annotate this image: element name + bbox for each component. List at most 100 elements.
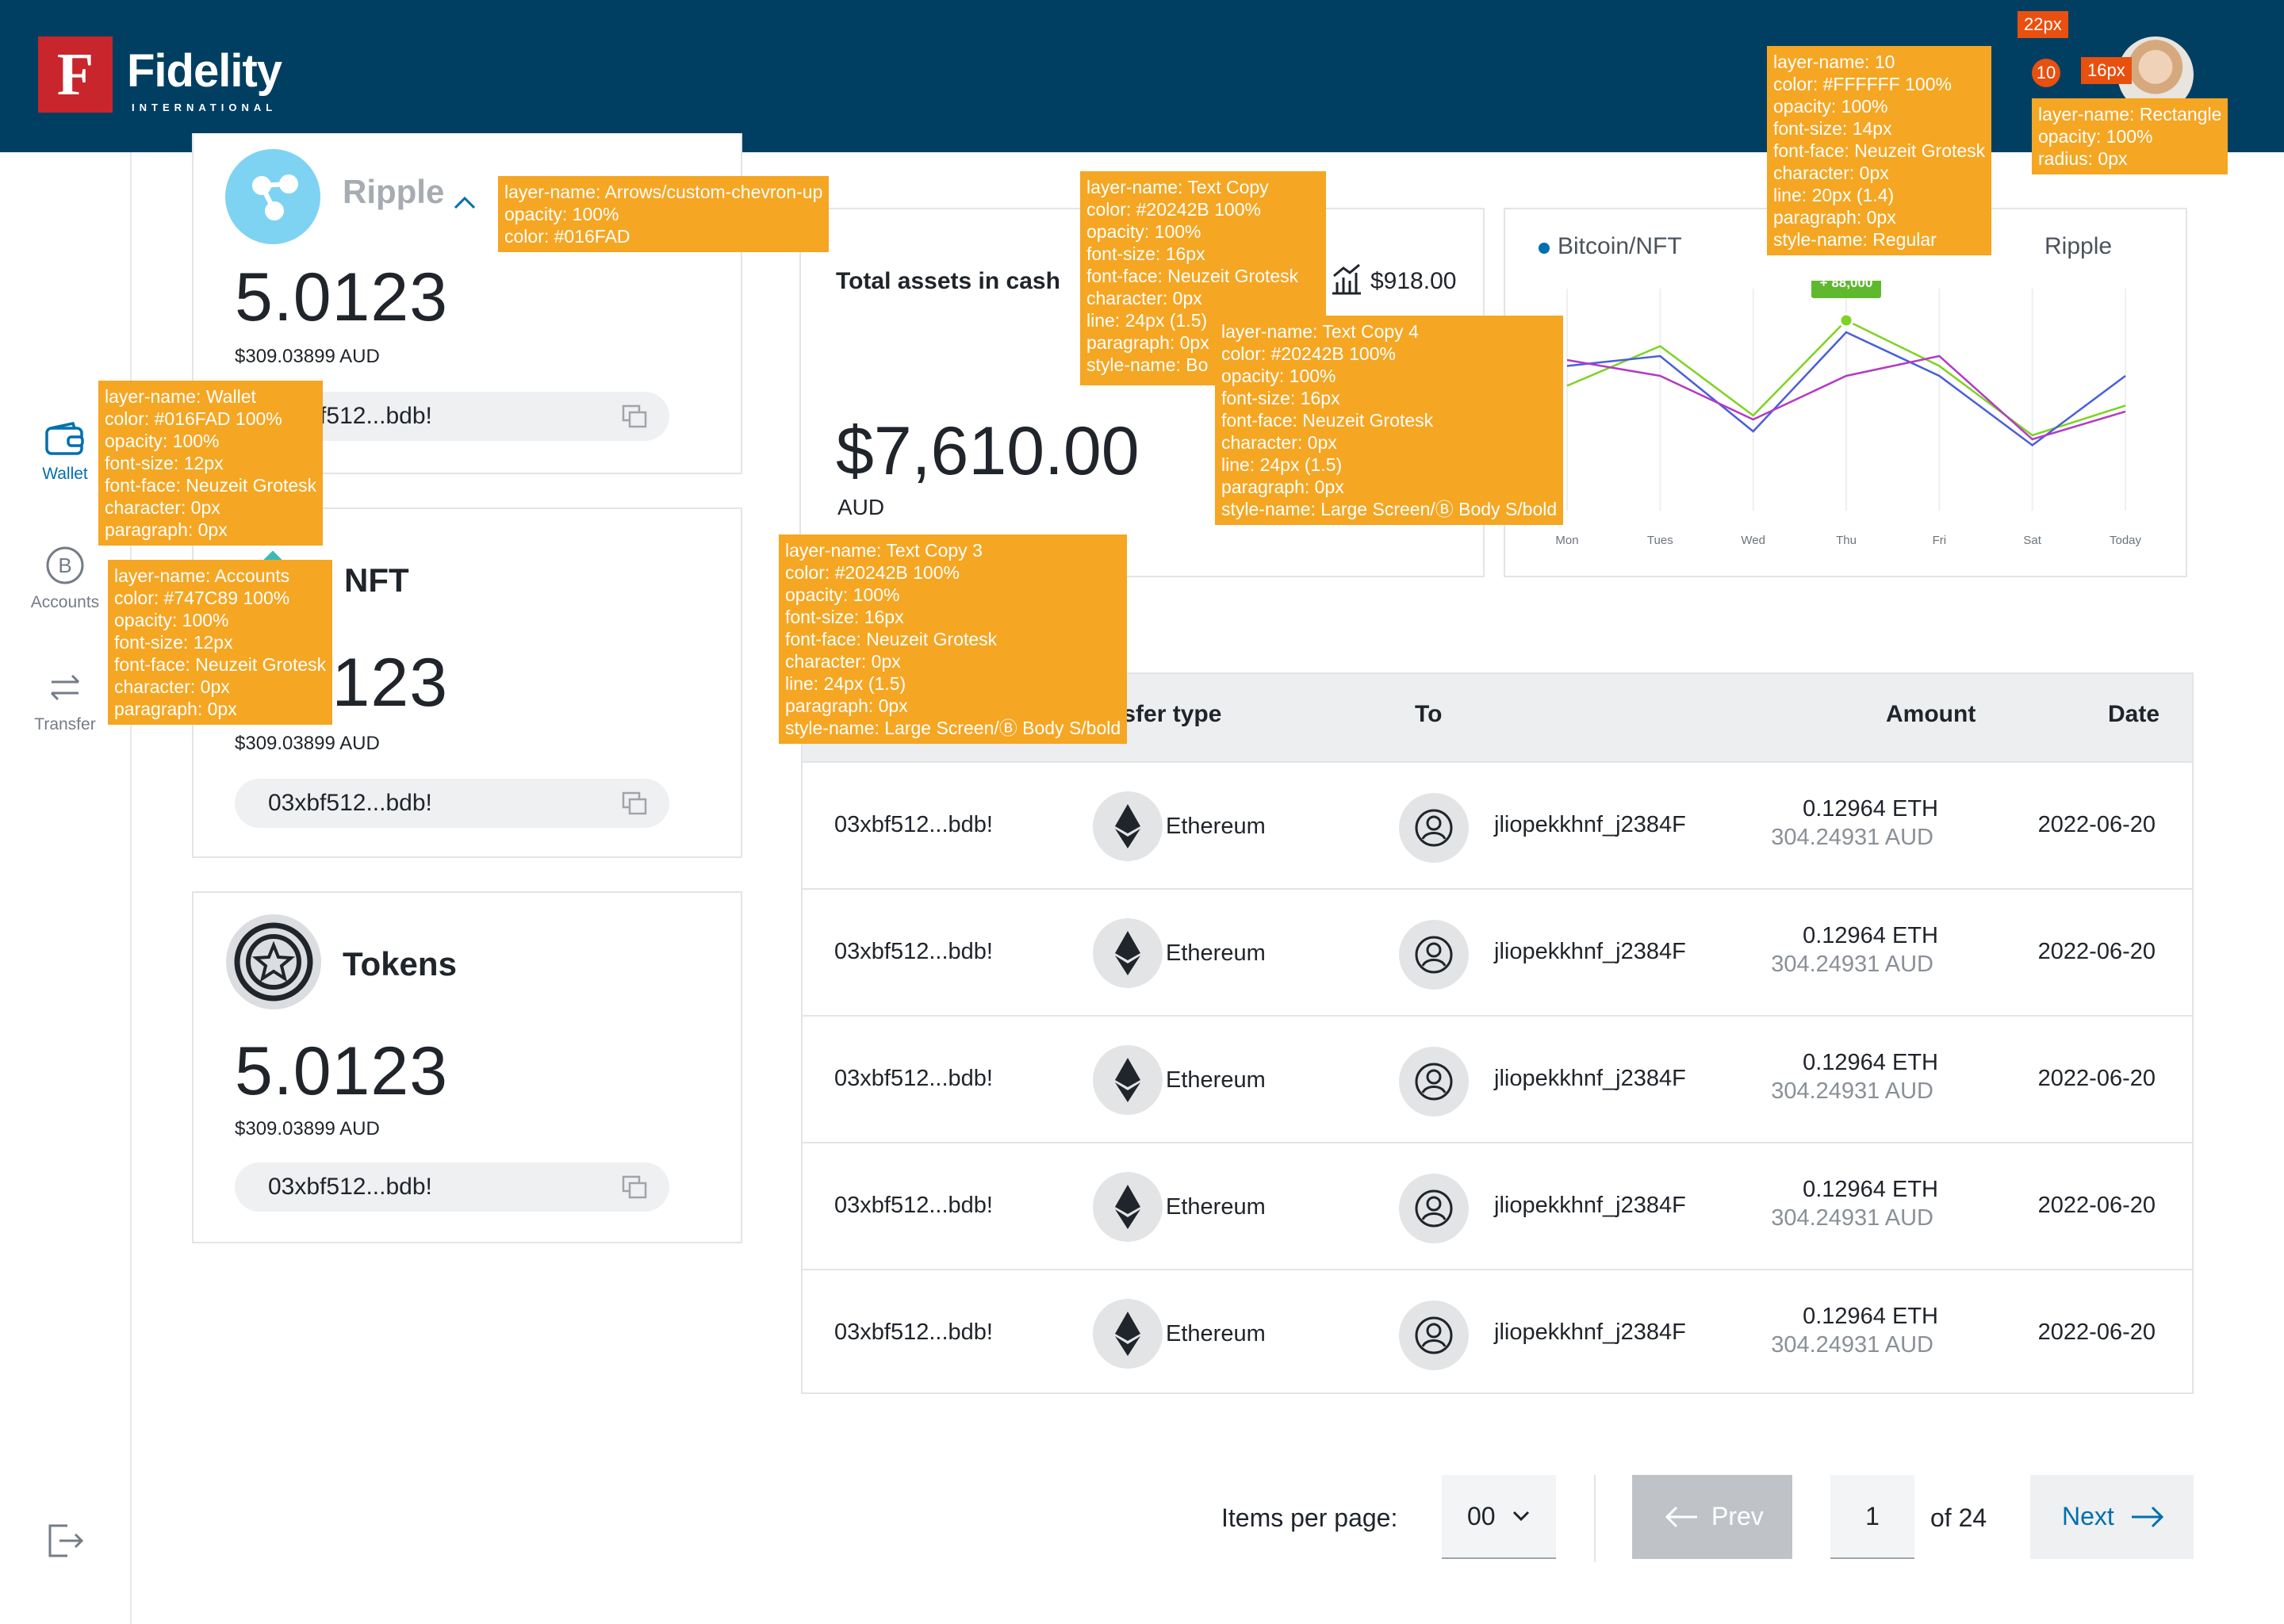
highlight-tooltip xyxy=(1811,281,1881,298)
annotation-line: color: #747C89 100% xyxy=(114,588,290,608)
user-icon xyxy=(1399,1047,1469,1116)
header-to[interactable]: To xyxy=(1415,701,1443,727)
table-row[interactable]: 03xbf512...bdb! Ethereum jliopekkhnf_j23… xyxy=(803,1142,2192,1269)
copy-icon[interactable] xyxy=(622,404,647,428)
table-row[interactable]: 03xbf512...bdb! Ethereum jliopekkhnf_j23… xyxy=(803,761,2192,888)
fidelity-logo-icon[interactable]: F xyxy=(38,36,113,113)
wallet-address-pill[interactable]: 03xbf512...bdb! xyxy=(235,1162,669,1212)
sidebar-item-accounts[interactable]: B Accounts xyxy=(0,546,130,612)
page-input[interactable]: 1 xyxy=(1830,1475,1914,1559)
items-per-page-select[interactable]: 00 xyxy=(1442,1475,1556,1559)
annotation-wallet: layer-name: Wallet color: #016FAD 100% opa… xyxy=(98,381,324,546)
annotation-line: font-size: 12px xyxy=(114,632,233,653)
wallet-name: NFT xyxy=(344,561,409,599)
table-row[interactable]: 03xbf512...bdb! Ethereum jliopekkhnf_j23… xyxy=(803,1015,2192,1142)
row-amount-eth: 0.12964 ETH xyxy=(1803,1177,1938,1202)
arrow-left-icon xyxy=(1665,1506,1697,1528)
annotation-line: character: 0px xyxy=(1221,432,1337,453)
row-recipient: jliopekkhnf_j2384F xyxy=(1494,1193,1686,1218)
user-icon xyxy=(1399,1174,1469,1243)
sidebar: Wallet B Accounts Transfer xyxy=(0,152,132,1624)
x-tick-label: Mon xyxy=(1555,534,1578,547)
x-tick-label: Tues xyxy=(1647,534,1673,547)
annotation-line: style-name: Regular xyxy=(1773,229,1937,250)
ethereum-icon xyxy=(1093,1045,1163,1115)
line-chart[interactable]: Mon Tues Wed Thu Fri Sat Today + 88,000 xyxy=(1505,281,2187,574)
row-amount-aud: 304.24931 AUD xyxy=(1771,1332,1933,1358)
annotation-spacing-tag: 16px xyxy=(2081,57,2132,84)
x-tick-label: Thu xyxy=(1836,534,1857,547)
wallet-amount: 5.0123 xyxy=(235,1033,449,1109)
annotation-line: color: #016FAD 100% xyxy=(105,408,282,429)
row-from-address: 03xbf512...bdb! xyxy=(834,812,993,837)
annotation-line: paragraph: 0px xyxy=(1221,477,1344,497)
header-date[interactable]: Date xyxy=(2108,701,2160,727)
assets-currency: AUD xyxy=(837,495,885,519)
row-transfer-type: Ethereum xyxy=(1166,1321,1266,1346)
next-button[interactable]: Next xyxy=(2030,1475,2194,1559)
sidebar-item-transfer[interactable]: Transfer xyxy=(0,668,130,734)
notification-badge[interactable]: 10 xyxy=(2032,59,2060,87)
annotation-line: font-size: 14px xyxy=(1773,118,1892,139)
annotation-line: font-size: 16px xyxy=(1086,243,1205,264)
table-row[interactable]: 03xbf512...bdb! Ethereum jliopekkhnf_j23… xyxy=(803,1269,2192,1396)
series-line-2[interactable] xyxy=(1566,354,2126,441)
ripple-icon xyxy=(225,149,320,244)
annotation-line: style-name: Bo xyxy=(1086,354,1209,375)
row-amount-aud: 304.24931 AUD xyxy=(1771,1078,1933,1104)
wallet-card-tokens[interactable]: Tokens 5.0123 $309.03899 AUD 03xbf512...… xyxy=(192,891,742,1243)
copy-icon[interactable] xyxy=(622,791,647,815)
logout-icon xyxy=(48,1524,84,1557)
row-date: 2022-06-20 xyxy=(2037,1193,2156,1218)
legend-bitcoin[interactable]: Bitcoin/NFT xyxy=(1558,233,1682,259)
copy-icon[interactable] xyxy=(622,1175,647,1199)
x-tick-label: Sat xyxy=(2023,534,2041,547)
bitcoin-icon: B xyxy=(46,546,84,584)
annotation-line: font-face: Neuzeit Grotesk xyxy=(105,475,317,496)
annotation-line: color: #20242B 100% xyxy=(1086,199,1261,220)
series-line-1[interactable] xyxy=(1566,331,2126,447)
user-icon xyxy=(1399,920,1469,990)
assets-total: $7,610.00 xyxy=(836,413,1140,489)
highlight-point[interactable] xyxy=(1838,312,1854,328)
row-from-address: 03xbf512...bdb! xyxy=(834,939,993,964)
user-icon xyxy=(1399,793,1469,863)
annotation-line: color: #016FAD xyxy=(504,226,630,247)
annotation-line: opacity: 100% xyxy=(1221,366,1336,386)
annotation-text-copy-4: layer-name: Text Copy 4 color: #20242B 10… xyxy=(1215,316,1564,525)
user-icon xyxy=(1399,1300,1469,1370)
table-row[interactable]: 03xbf512...bdb! Ethereum jliopekkhnf_j23… xyxy=(803,888,2192,1015)
ethereum-icon xyxy=(1093,1172,1163,1242)
wallet-aud-value: $309.03899 AUD xyxy=(235,733,380,754)
annotation-line: paragraph: 0px xyxy=(114,699,237,719)
logout-button[interactable] xyxy=(0,1519,130,1562)
x-tick-label: Today xyxy=(2110,534,2142,547)
x-tick-label: Fri xyxy=(1933,534,1947,547)
wallet-address-pill[interactable]: 03xbf512...bdb! xyxy=(235,779,669,828)
annotation-line: character: 0px xyxy=(1773,163,1889,183)
ethereum-icon xyxy=(1093,1299,1163,1369)
row-amount-eth: 0.12964 ETH xyxy=(1803,923,1938,948)
prev-button[interactable]: Prev xyxy=(1632,1475,1792,1559)
row-amount-aud: 304.24931 AUD xyxy=(1771,952,1933,977)
chevron-down-icon xyxy=(1512,1511,1530,1522)
annotation-line: color: #20242B 100% xyxy=(1221,343,1396,364)
row-amount-aud: 304.24931 AUD xyxy=(1771,825,1933,850)
annotation-line: font-size: 16px xyxy=(785,607,904,627)
arrow-right-icon xyxy=(2132,1506,2164,1528)
pagination-divider xyxy=(1594,1475,1596,1562)
ethereum-icon xyxy=(1093,791,1163,861)
header-amount[interactable]: Amount xyxy=(1886,701,1976,727)
annotation-line: layer-name: 10 xyxy=(1773,52,1895,72)
row-amount-aud: 304.24931 AUD xyxy=(1771,1205,1933,1231)
chevron-up-icon[interactable] xyxy=(452,193,477,211)
row-from-address: 03xbf512...bdb! xyxy=(834,1320,993,1345)
annotation-line: line: 24px (1.5) xyxy=(1086,310,1208,331)
row-recipient: jliopekkhnf_j2384F xyxy=(1494,1320,1686,1345)
annotation-line: radius: 0px xyxy=(2038,148,2128,169)
legend-ripple[interactable]: Ripple xyxy=(2044,233,2113,259)
wallet-name: Ripple xyxy=(343,173,445,210)
page-total: of 24 xyxy=(1930,1503,1987,1532)
wallet-amount: 5.0123 xyxy=(235,259,449,335)
sidebar-item-wallet[interactable]: Wallet xyxy=(0,422,130,484)
